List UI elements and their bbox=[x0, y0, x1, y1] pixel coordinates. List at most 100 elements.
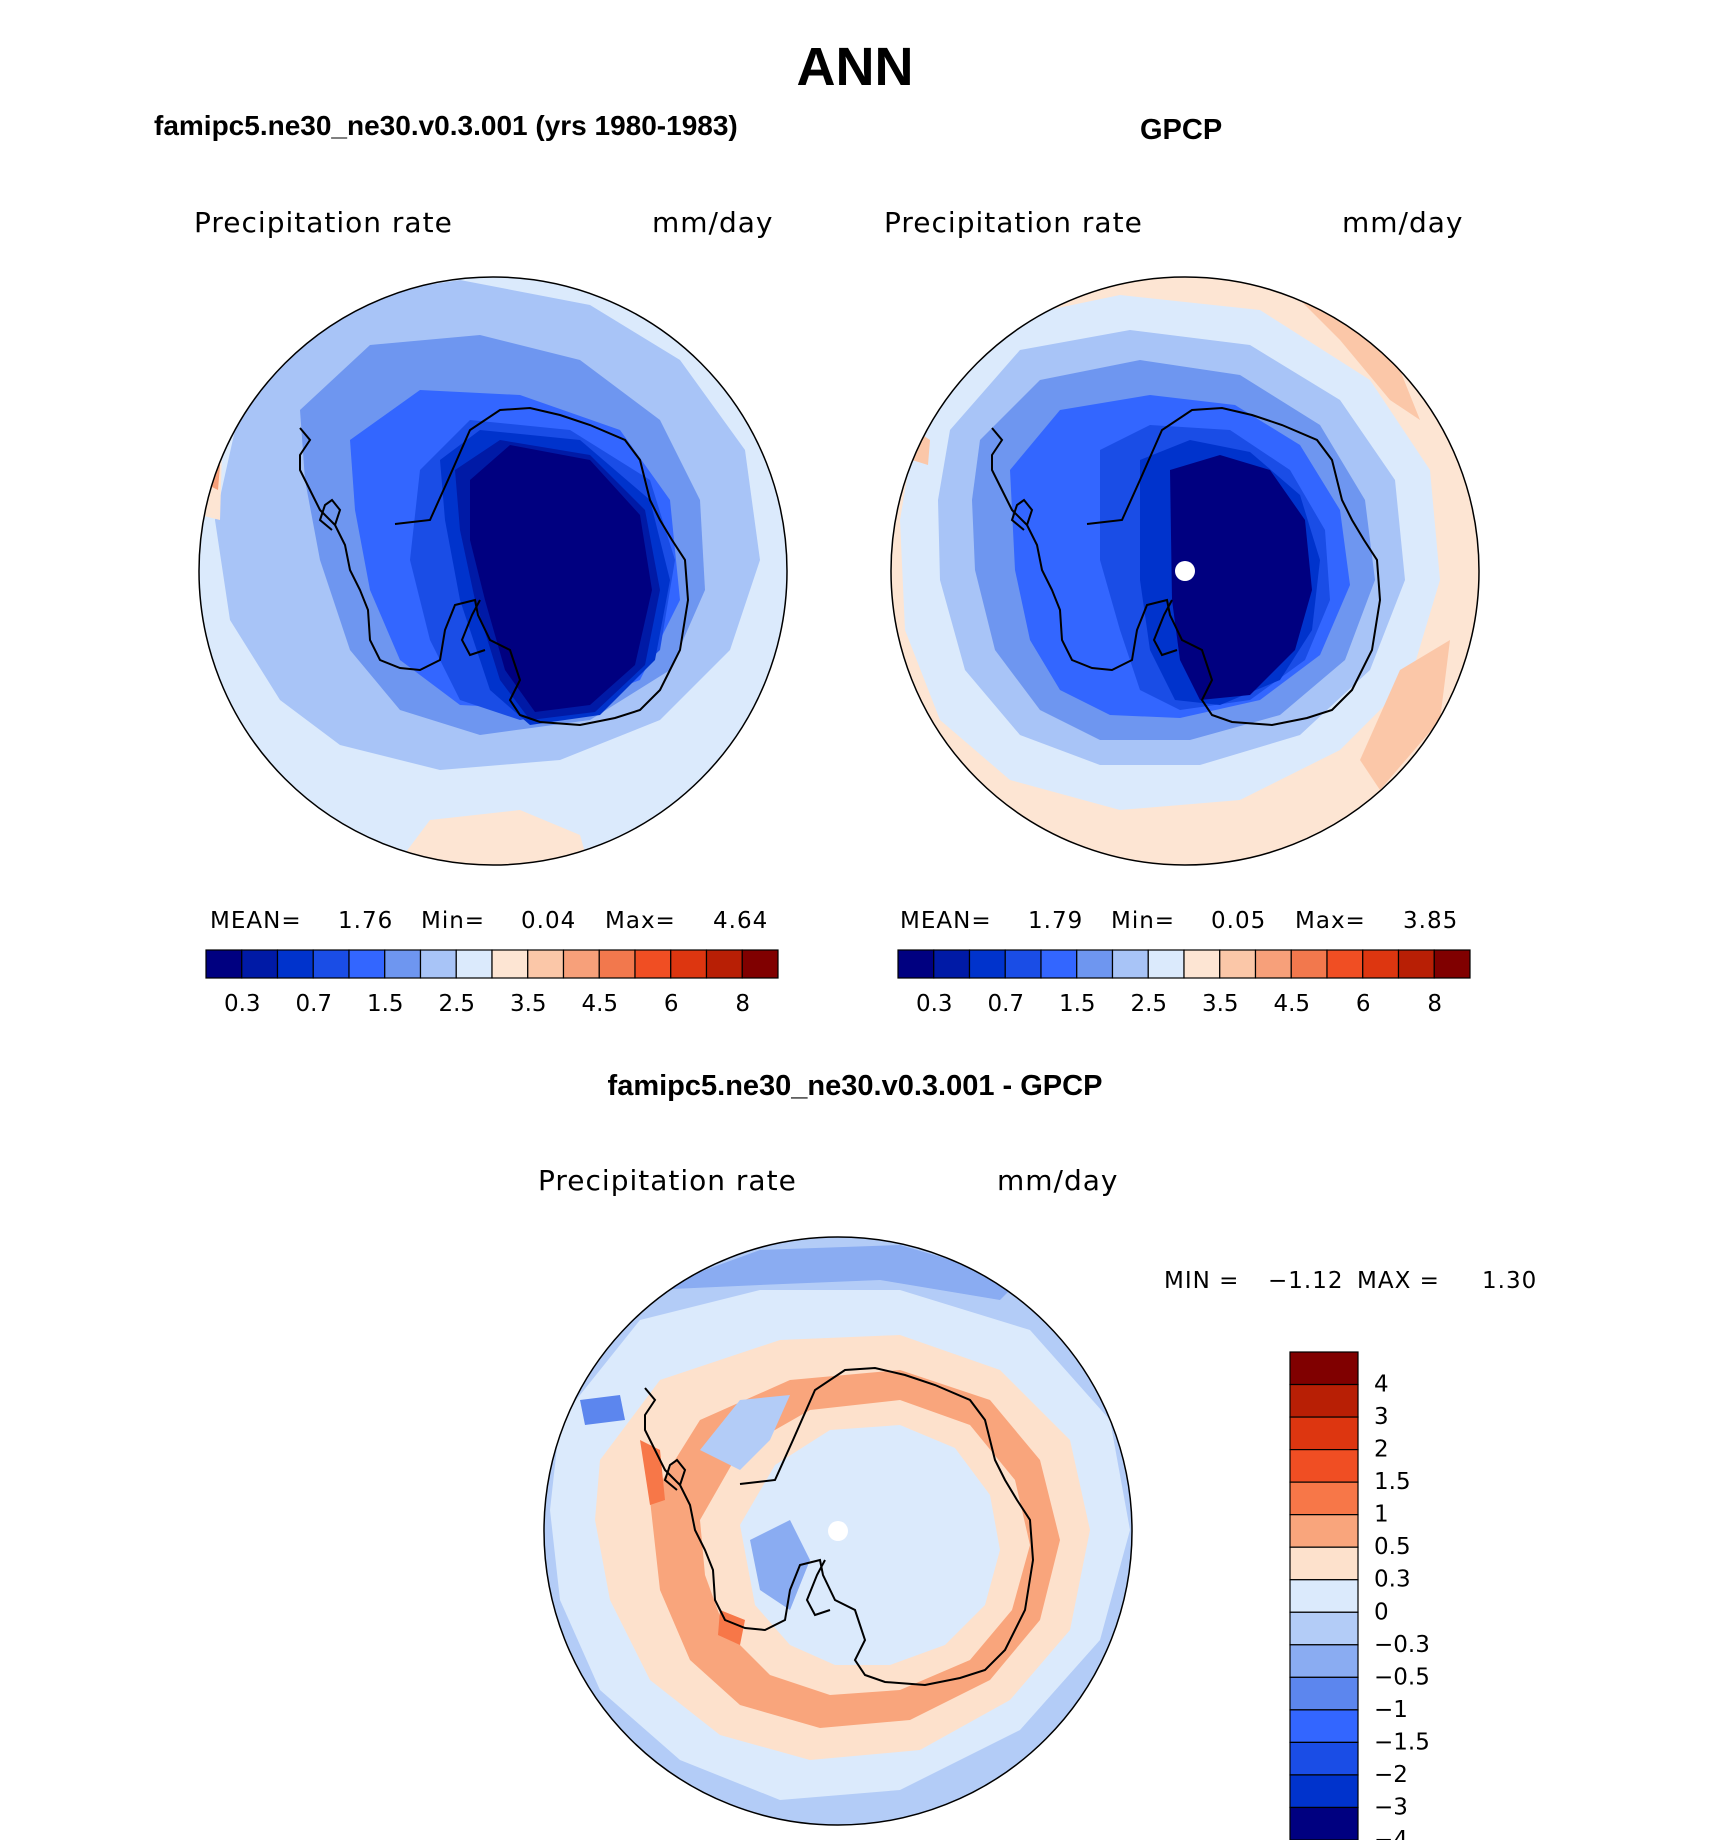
min-label-model: Min= bbox=[421, 908, 486, 934]
colorbar-box bbox=[455, 949, 493, 979]
min-value-model: 0.04 bbox=[521, 908, 577, 934]
colorbar-box bbox=[312, 949, 350, 979]
coastline bbox=[805, 1559, 831, 1617]
colorbar-box bbox=[1076, 949, 1114, 979]
colorbar-box bbox=[1397, 949, 1435, 979]
field-band bbox=[700, 1395, 790, 1470]
colorbar-box bbox=[1289, 1481, 1359, 1516]
panel-title-diff: famipc5.ne30_ne30.v0.3.001 - GPCP bbox=[607, 1070, 1103, 1102]
main-title: ANN bbox=[796, 37, 914, 97]
colorbar-tick-label: 1 bbox=[1374, 1502, 1389, 1528]
coastline bbox=[644, 1366, 1035, 1687]
field-band bbox=[1170, 455, 1312, 700]
colorbar-box bbox=[1326, 949, 1364, 979]
colorbar-tick-label: 0.3 bbox=[1374, 1567, 1411, 1593]
colorbar-box bbox=[1289, 1741, 1359, 1776]
colorbar-tick-label: 3 bbox=[1374, 1404, 1389, 1430]
colorbar-box bbox=[1362, 949, 1400, 979]
colorbar-box bbox=[933, 949, 971, 979]
colorbar-model: 0.3 0.7 1.5 2.5 3.5 4.5 6 8 bbox=[205, 949, 779, 1017]
colorbar-tick-label: 0.7 bbox=[295, 991, 332, 1017]
colorbar-tick-label: 0 bbox=[1374, 1599, 1389, 1625]
colorbar-tick-label: 3.5 bbox=[1202, 991, 1239, 1017]
mean-value-obs: 1.79 bbox=[1028, 908, 1084, 934]
colorbar-tick-label: 6 bbox=[664, 991, 679, 1017]
colorbar-tick-label: 2.5 bbox=[1130, 991, 1167, 1017]
colorbar-box bbox=[205, 949, 243, 979]
field-band bbox=[650, 1245, 1020, 1300]
pole-hole bbox=[1175, 561, 1195, 581]
field-band bbox=[470, 445, 652, 712]
colorbar-tick-label: −4 bbox=[1374, 1827, 1408, 1840]
map-boundary bbox=[890, 276, 1480, 866]
polar-map-diff bbox=[543, 1236, 1133, 1826]
colorbar-box bbox=[1289, 1351, 1359, 1386]
colorbar-tick-label: 8 bbox=[735, 991, 750, 1017]
max-value-model: 4.64 bbox=[713, 908, 769, 934]
colorbar-tick-label: −2 bbox=[1374, 1762, 1408, 1788]
colorbar-box bbox=[1183, 949, 1221, 979]
polar-map-obs bbox=[890, 276, 1480, 866]
variable-label-model: Precipitation rate bbox=[194, 206, 453, 239]
colorbar-tick-label: 1.5 bbox=[367, 991, 404, 1017]
mean-label-obs: MEAN= bbox=[900, 908, 992, 934]
mean-value-model: 1.76 bbox=[338, 908, 394, 934]
colorbar-box bbox=[562, 949, 600, 979]
colorbar-box bbox=[1289, 1448, 1359, 1483]
colorbar-tick-label: 2.5 bbox=[438, 991, 475, 1017]
colorbar-box bbox=[1004, 949, 1042, 979]
max-value-diff: 1.30 bbox=[1482, 1268, 1538, 1294]
colorbar-box bbox=[1254, 949, 1292, 979]
units-label-diff: mm/day bbox=[997, 1164, 1119, 1197]
colorbar-tick-label: −1 bbox=[1374, 1697, 1408, 1723]
colorbar-box bbox=[1111, 949, 1149, 979]
field-band bbox=[1360, 640, 1450, 790]
colorbar-box bbox=[1289, 1383, 1359, 1418]
panel-title-obs: GPCP bbox=[1140, 114, 1223, 146]
coastline bbox=[663, 1458, 687, 1491]
coastline bbox=[991, 406, 1382, 727]
variable-label-obs: Precipitation rate bbox=[884, 206, 1143, 239]
colorbar-diff: 4 3 2 1.5 1 0.5 0.3 0 −0.3 −0.5 −1 −1.5 −2 −3 −4 bbox=[1289, 1351, 1430, 1840]
coastline bbox=[318, 498, 342, 531]
coastline bbox=[460, 599, 486, 657]
colorbar-box bbox=[1289, 1644, 1359, 1678]
polar-map-model bbox=[198, 276, 788, 866]
colorbar-tick-label: 4 bbox=[1374, 1372, 1389, 1398]
colorbar-box bbox=[1289, 1709, 1359, 1744]
colorbar-box bbox=[348, 949, 386, 979]
colorbar-box bbox=[1289, 1514, 1359, 1548]
colorbar-box bbox=[1289, 1774, 1359, 1809]
colorbar-box bbox=[1289, 1416, 1359, 1451]
colorbar-tick-label: 3.5 bbox=[510, 991, 547, 1017]
colorbar-box bbox=[1289, 1579, 1359, 1613]
colorbar-box bbox=[419, 949, 457, 979]
colorbar-tick-label: −0.3 bbox=[1374, 1632, 1430, 1658]
colorbar-tick-label: 2 bbox=[1374, 1437, 1389, 1463]
colorbar-box bbox=[705, 949, 743, 979]
colorbar-box bbox=[241, 949, 279, 979]
colorbar-box bbox=[276, 949, 314, 979]
variable-label-diff: Precipitation rate bbox=[538, 1164, 797, 1197]
colorbar-box bbox=[1289, 1806, 1359, 1840]
colorbar-tick-label: 8 bbox=[1427, 991, 1442, 1017]
map-boundary bbox=[543, 1236, 1133, 1826]
colorbar-box bbox=[968, 949, 1006, 979]
max-label-obs: Max= bbox=[1295, 908, 1366, 934]
coastline bbox=[1152, 599, 1178, 657]
colorbar-box bbox=[897, 949, 935, 979]
colorbar-tick-label: 4.5 bbox=[1273, 991, 1310, 1017]
colorbar-tick-label: −0.5 bbox=[1374, 1664, 1430, 1690]
colorbar-tick-label: 0.7 bbox=[987, 991, 1024, 1017]
field-band bbox=[400, 810, 590, 865]
colorbar-box bbox=[1289, 1546, 1359, 1581]
panel-title-model: famipc5.ne30_ne30.v0.3.001 (yrs 1980-198… bbox=[154, 110, 738, 141]
max-label-model: Max= bbox=[605, 908, 676, 934]
pole-hole bbox=[828, 1521, 848, 1541]
colorbar-tick-label: 6 bbox=[1356, 991, 1371, 1017]
coastline bbox=[1010, 498, 1034, 531]
coastline bbox=[299, 406, 690, 727]
colorbar-obs: 0.3 0.7 1.5 2.5 3.5 4.5 6 8 bbox=[897, 949, 1471, 1017]
